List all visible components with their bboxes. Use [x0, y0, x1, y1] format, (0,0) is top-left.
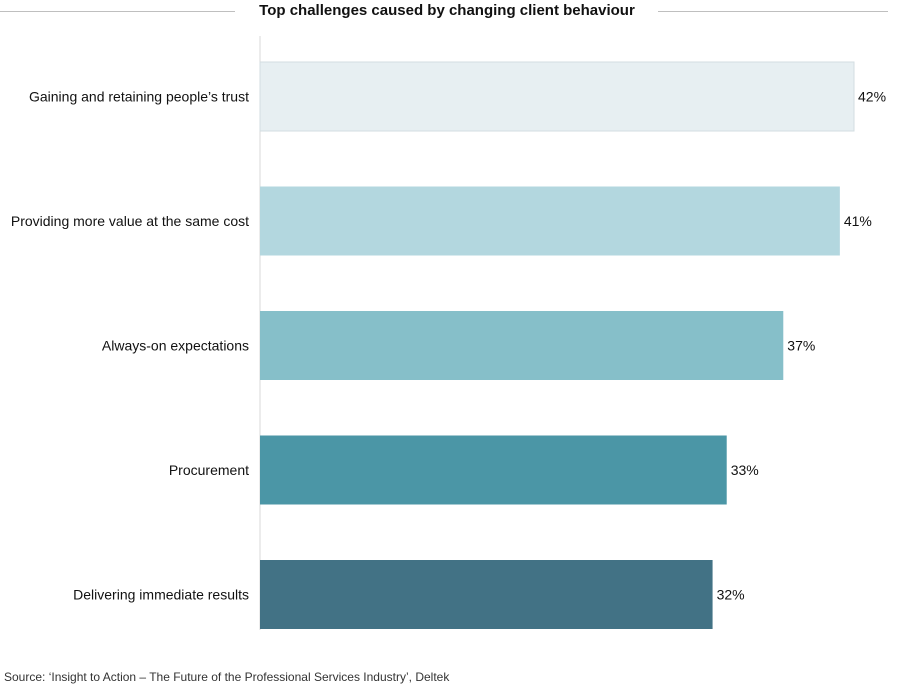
category-label-4: Procurement	[169, 462, 249, 478]
value-label-4: 33%	[731, 462, 759, 478]
value-label-2: 41%	[844, 213, 872, 229]
title-rule-right	[658, 11, 888, 12]
bar-chart: Gaining and retaining people’s trust 42% P…	[11, 36, 886, 630]
bar-5	[260, 560, 713, 629]
value-label-1: 42%	[858, 89, 886, 105]
category-label-2: Providing more value at the same cost	[11, 213, 249, 229]
title-rule-left	[0, 11, 235, 12]
bar-3	[260, 311, 784, 380]
bar-4	[260, 435, 727, 505]
category-label-5: Delivering immediate results	[73, 587, 249, 603]
title-row: Top challenges caused by changing client…	[0, 0, 900, 26]
bar-2	[260, 186, 840, 256]
bar-1	[259, 61, 855, 132]
value-label-3: 37%	[787, 338, 815, 354]
category-label-1: Gaining and retaining people’s trust	[29, 89, 249, 105]
source-note: Source: ‘Insight to Action – The Future …	[4, 670, 450, 684]
category-label-3: Always-on expectations	[102, 338, 249, 354]
value-label-5: 32%	[717, 587, 745, 603]
chart-title: Top challenges caused by changing client…	[259, 2, 635, 19]
